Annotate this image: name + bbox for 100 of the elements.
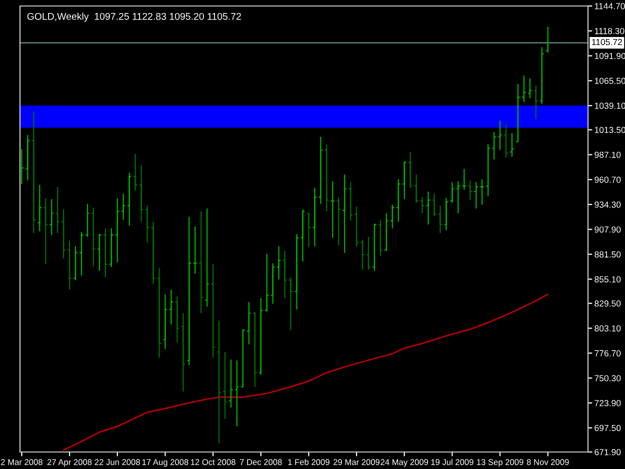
candlestick	[402, 160, 407, 200]
x-tick-label: 17 Aug 2008	[142, 459, 188, 467]
y-tick-label: 934.30	[594, 202, 621, 208]
candlestick	[306, 212, 312, 248]
y-tick-label: 1118.30	[594, 28, 624, 34]
candlestick	[85, 203, 90, 238]
candlestick	[450, 182, 455, 204]
candlestick	[120, 192, 126, 220]
candlestick	[234, 360, 240, 427]
candlestick	[192, 226, 198, 274]
candlestick	[49, 198, 54, 236]
candlestick	[300, 208, 306, 262]
candlestick	[31, 110, 36, 234]
candlestick	[294, 233, 300, 310]
candlestick	[330, 180, 336, 238]
candlestick	[150, 221, 156, 285]
candlestick	[527, 78, 532, 99]
y-tick-label: 1144.70	[594, 3, 625, 10]
x-tick-label: 8 Nov 2009	[526, 459, 569, 466]
candlestick	[545, 26, 550, 54]
candlestick	[504, 124, 508, 158]
candlestick	[420, 196, 425, 214]
candlestick	[228, 358, 234, 408]
candlestick	[252, 312, 258, 388]
candlestick	[43, 198, 48, 265]
candlestick	[516, 83, 520, 142]
candlestick	[318, 136, 324, 204]
y-tick-label: 960.70	[594, 176, 621, 183]
candlestick	[270, 262, 276, 304]
candlestick	[510, 132, 514, 158]
candlestick	[282, 250, 288, 299]
candlestick	[539, 46, 544, 104]
candlestick	[396, 178, 401, 222]
x-tick-label: 12 Oct 2008	[190, 459, 236, 466]
x-tick-label: 13 Sep 2009	[477, 459, 524, 467]
candlestick	[138, 164, 144, 222]
y-tick-label: 881.50	[594, 251, 621, 258]
candlestick	[67, 240, 72, 290]
candlestick	[342, 174, 348, 254]
candlestick	[20, 148, 24, 185]
candlestick	[348, 182, 353, 222]
candlestick	[144, 205, 150, 244]
candlestick	[522, 74, 526, 102]
candlestick	[258, 298, 264, 376]
candlestick	[156, 267, 162, 358]
candlestick	[366, 236, 371, 270]
candlestick	[55, 186, 60, 234]
y-tick-label: 671.90	[594, 449, 621, 456]
y-tick-label: 803.10	[594, 325, 621, 332]
candlestick	[174, 296, 180, 344]
candlestick	[276, 246, 282, 280]
candlestick	[432, 192, 437, 217]
candlestick	[79, 232, 84, 276]
x-tick-label: 1 Feb 2009	[288, 458, 330, 466]
candlestick	[108, 228, 114, 268]
candlestick	[168, 289, 174, 326]
candlestick	[324, 144, 330, 212]
candlestick	[162, 294, 168, 350]
candlestick	[246, 301, 252, 345]
candlestick	[73, 246, 78, 281]
y-tick-label: 829.50	[594, 300, 621, 307]
candlestick	[114, 198, 120, 263]
candlestick	[480, 178, 485, 206]
candlestick	[288, 276, 294, 331]
candlestick	[180, 312, 186, 392]
candlestick	[336, 196, 342, 246]
candlestick	[204, 208, 210, 308]
candlestick	[264, 253, 270, 312]
candlestick	[25, 134, 30, 181]
y-tick-label: 987.10	[594, 152, 621, 158]
y-tick-label: 907.90	[594, 226, 621, 233]
ref-line-label: 1105.72	[592, 38, 622, 46]
candlestick	[360, 239, 365, 270]
candlestick	[408, 151, 413, 188]
candlestick	[426, 190, 431, 226]
candlestick	[378, 219, 383, 256]
candlestick	[91, 207, 96, 267]
x-tick-label: 2 Mar 2008	[1, 459, 42, 466]
candlestick	[498, 120, 502, 151]
candlestick	[102, 228, 108, 278]
candlestick	[210, 264, 216, 358]
candlestick	[438, 205, 443, 234]
x-tick-label: 19 Jul 2009	[431, 458, 474, 466]
candlestick	[456, 180, 461, 214]
candlestick	[186, 216, 192, 366]
x-tick-label: 7 Dec 2008	[240, 459, 282, 466]
candlestick	[372, 223, 377, 272]
candlestick	[240, 328, 246, 388]
candlestick	[132, 153, 138, 192]
y-tick-label: 723.90	[594, 400, 621, 406]
candlestick	[37, 184, 42, 232]
candlestick	[97, 233, 102, 272]
y-tick-label: 776.70	[594, 350, 621, 356]
line-series	[62, 294, 549, 451]
x-tick-label: 24 May 2009	[380, 459, 428, 467]
candlestick	[312, 187, 318, 247]
candlestick	[486, 144, 490, 197]
candlestick	[390, 204, 395, 229]
candlestick	[354, 206, 359, 247]
x-tick-label: 22 Jun 2008	[94, 459, 140, 466]
